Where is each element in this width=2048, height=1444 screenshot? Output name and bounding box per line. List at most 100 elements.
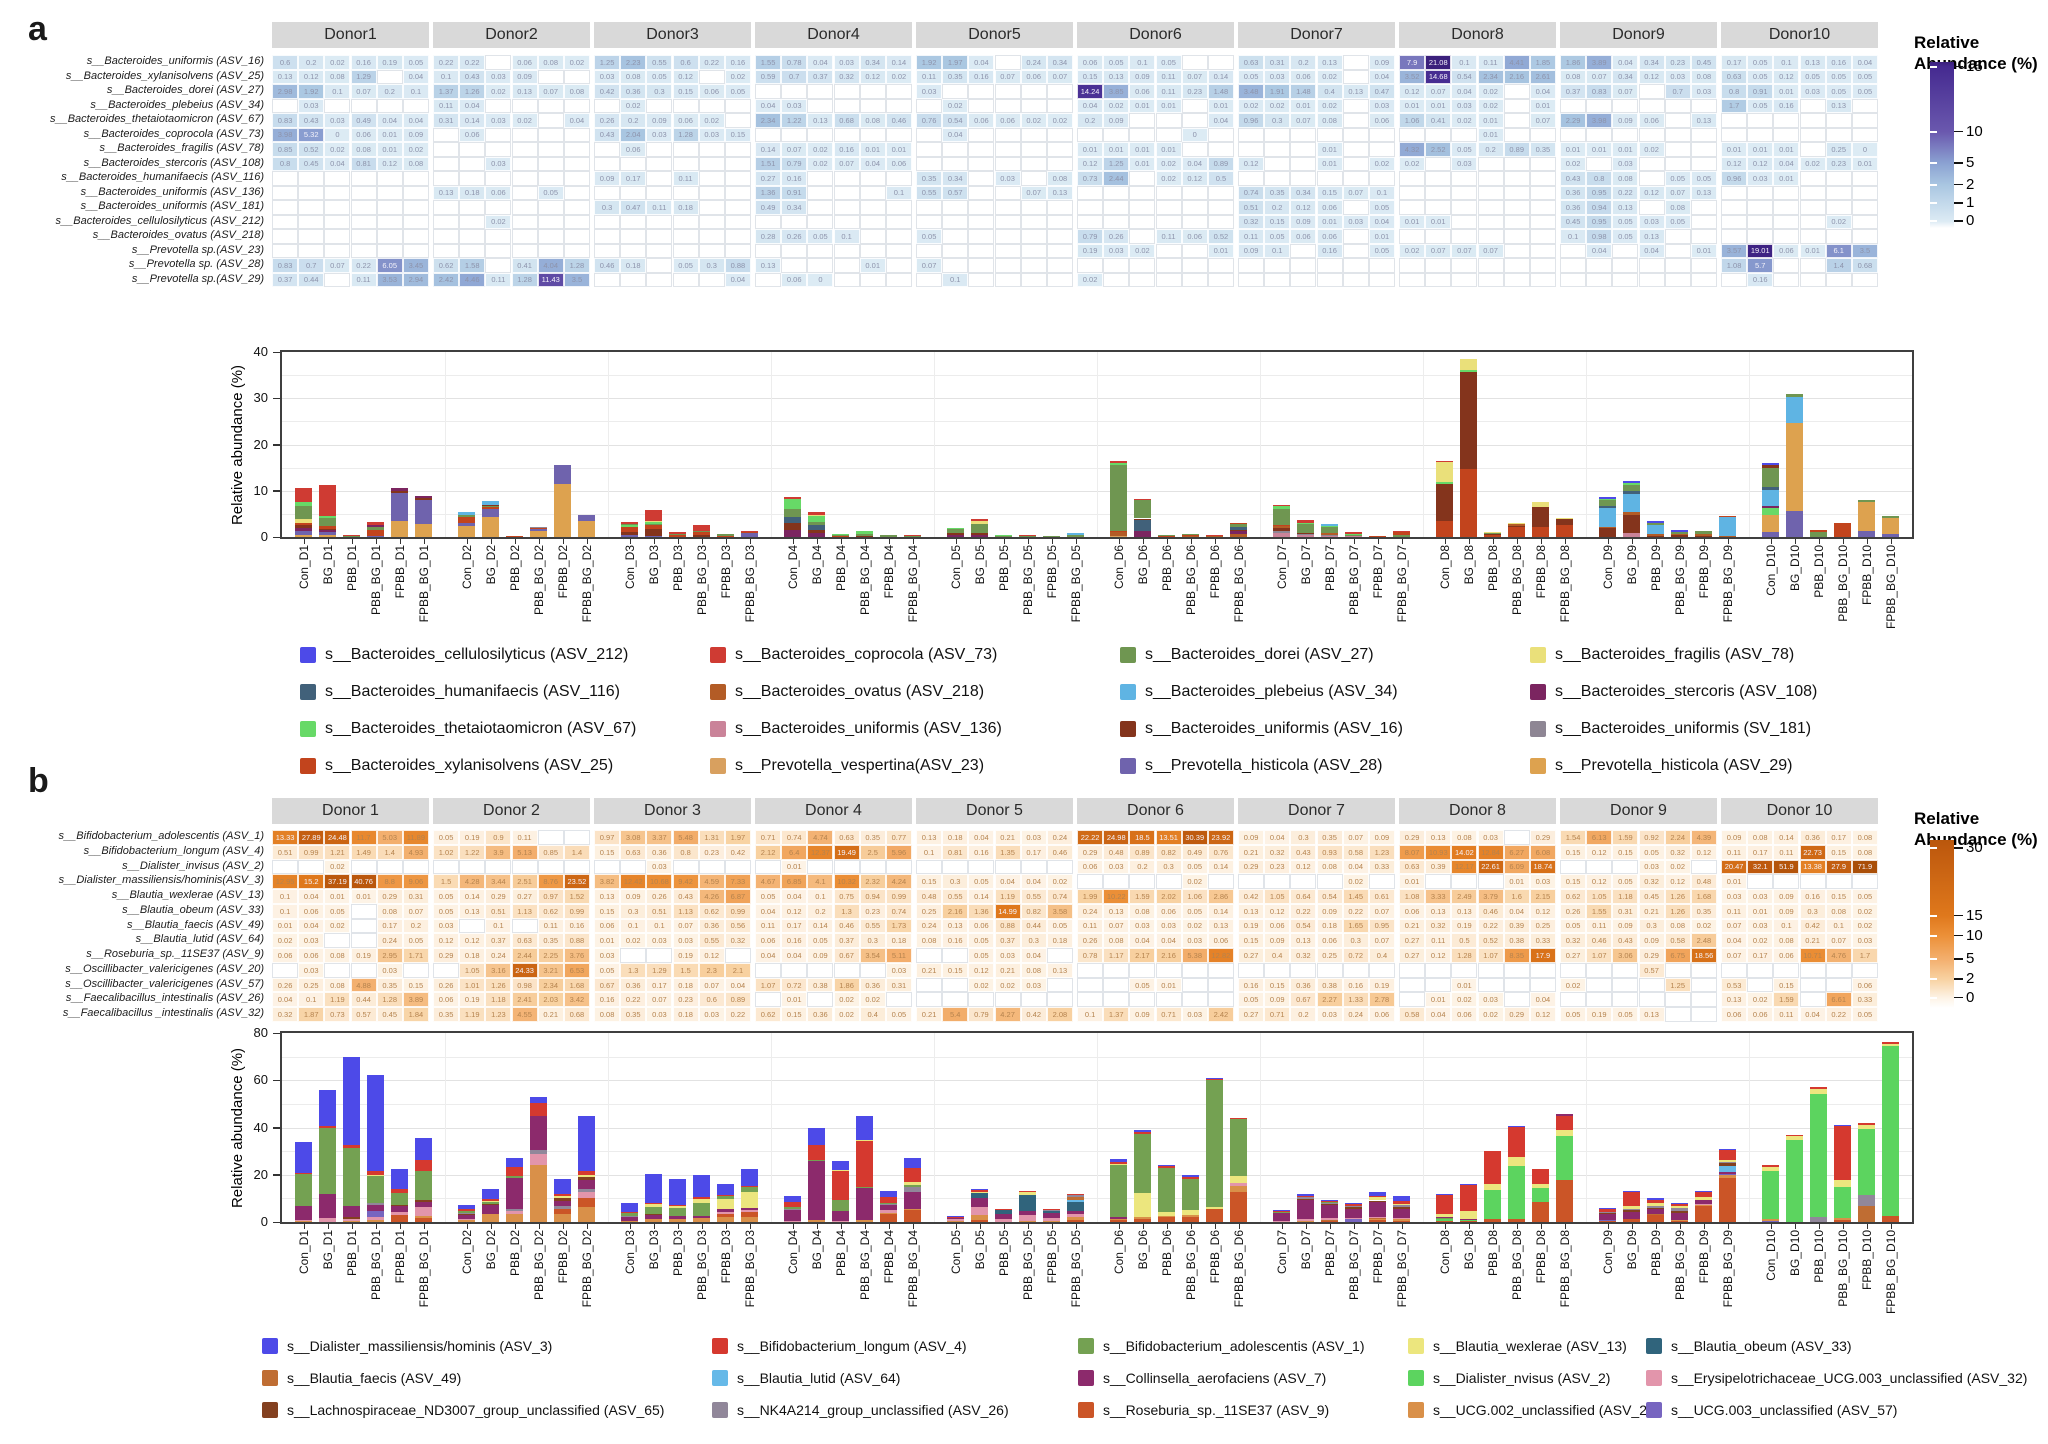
heatmap-cell: 0.45 xyxy=(1560,214,1587,229)
heatmap-cell xyxy=(698,69,725,84)
donor-header: Donor 8 xyxy=(1399,798,1556,824)
heatmap-cell: 0.02 xyxy=(1477,1007,1504,1022)
bar-segment xyxy=(1393,1218,1410,1220)
heatmap-cell: 1.28 xyxy=(511,272,538,287)
heatmap-cell xyxy=(1020,171,1047,186)
heatmap-cell xyxy=(807,171,834,186)
bar-segment xyxy=(1019,535,1036,537)
bar-segment xyxy=(1393,530,1410,533)
colorbar-tick-line xyxy=(1954,130,1963,133)
heatmap-cell: 0.08 xyxy=(1316,113,1343,128)
heatmap-cell: 0.4 xyxy=(1264,948,1291,963)
bar-segment xyxy=(367,1216,384,1220)
legend-label: s__Bacteroides_ovatus (ASV_218) xyxy=(735,683,985,700)
heatmap-cell: 1.26 xyxy=(1664,903,1691,919)
heatmap-cell: 0.03 xyxy=(1181,933,1208,949)
heatmap-cell xyxy=(1155,214,1182,229)
heatmap-cell xyxy=(376,69,403,84)
heatmap-cell: 0.07 xyxy=(1290,113,1317,128)
heatmap-cell: 0.25 xyxy=(916,903,943,919)
heatmap-cell: 0.6 xyxy=(698,992,725,1008)
heatmap-cell: 23.92 xyxy=(1207,830,1234,845)
x-tick-label: BG_D5 xyxy=(972,545,987,585)
colorbar-tick-dash xyxy=(1930,978,1937,981)
heatmap-cell xyxy=(646,98,673,113)
bar-segment xyxy=(1671,1206,1688,1208)
heatmap-cell: 0.11 xyxy=(1477,55,1504,70)
heatmap-cell xyxy=(1451,272,1478,287)
bar-segment xyxy=(506,1213,523,1222)
bar-segment xyxy=(1393,1207,1410,1209)
bar-segment xyxy=(741,530,758,532)
heatmap-cell: 0.01 xyxy=(1368,229,1395,244)
heatmap-cell: 0.1 xyxy=(1773,918,1800,934)
bar-segment xyxy=(319,1127,336,1194)
heatmap-cell: 1.29 xyxy=(350,69,377,84)
heatmap-cell: 0.01 xyxy=(1747,903,1774,919)
x-tick-mark xyxy=(1190,539,1192,544)
heatmap-cell: 0.05 xyxy=(1664,171,1691,186)
heatmap-cell: 0.01 xyxy=(1560,142,1587,157)
heatmap-cell: 0.41 xyxy=(511,258,538,273)
heatmap-cell xyxy=(620,243,647,258)
heatmap-cell: 0.05 xyxy=(433,830,460,845)
heatmap-cell xyxy=(1046,214,1073,229)
heatmap-cell xyxy=(1046,156,1073,171)
heatmap-cell xyxy=(1638,156,1665,171)
y-axis-label: Relative abundance (%) xyxy=(229,364,246,525)
x-tick-mark xyxy=(1190,1224,1192,1229)
heatmap-cell: 2.3 xyxy=(698,962,725,978)
heatmap-cell xyxy=(402,185,429,200)
bar-segment xyxy=(621,532,638,535)
bar-segment xyxy=(1508,526,1525,537)
heatmap-cell: 5.7 xyxy=(1747,258,1774,273)
heatmap-cell: 0.34 xyxy=(1638,55,1665,70)
heatmap-cell: 0.05 xyxy=(885,1007,912,1022)
legend-item: s__Bacteroides_stercoris (ASV_108) xyxy=(1530,683,1817,701)
heatmap-cell: 3.44 xyxy=(485,874,512,890)
heatmap-cell: 0.08 xyxy=(1020,962,1047,978)
bar-segment xyxy=(319,1125,336,1128)
heatmap-cell xyxy=(1207,962,1234,978)
bar-segment xyxy=(1484,1151,1501,1185)
heatmap-cell xyxy=(620,185,647,200)
bar-segment xyxy=(530,529,547,531)
x-tick-label: BG_D5 xyxy=(972,1230,987,1270)
heatmap-cell xyxy=(1721,229,1748,244)
heatmap-cell: 0.36 xyxy=(1290,977,1317,993)
heatmap-cell xyxy=(1529,171,1556,186)
x-tick-mark xyxy=(1655,1224,1657,1229)
heatmap-cell: 0.02 xyxy=(1155,171,1182,186)
legend-swatch xyxy=(1646,1402,1662,1418)
legend-item: s__Bacteroides_fragilis (ASV_78) xyxy=(1530,646,1794,664)
bar-segment xyxy=(1623,491,1640,494)
heatmap-cell xyxy=(402,171,429,186)
bar-segment xyxy=(832,1211,849,1222)
heatmap-cell: 0.08 xyxy=(376,903,403,919)
heatmap-cell xyxy=(537,69,564,84)
heatmap-cell: 0.13 xyxy=(1046,962,1073,978)
heatmap-cell: 0.31 xyxy=(1612,903,1639,919)
heatmap-cell: 0.06 xyxy=(994,113,1021,128)
heatmap-cell xyxy=(1690,962,1717,978)
heatmap-cell xyxy=(885,992,912,1008)
legend-item: s__NK4A214_group_unclassified (ASV_26) xyxy=(712,1402,1009,1418)
x-tick-label: FPBB_D9 xyxy=(1696,1230,1711,1284)
bar-segment xyxy=(1019,1191,1036,1193)
heatmap-cell: 0.05 xyxy=(916,229,943,244)
bar-segment xyxy=(319,485,336,516)
bar-segment xyxy=(1134,499,1151,501)
heatmap-cell: 0.11 xyxy=(511,830,538,845)
bar-segment xyxy=(319,517,336,527)
heatmap-cell xyxy=(968,156,995,171)
bar-segment xyxy=(554,1200,571,1207)
x-tick-label: PBB_BG_D8 xyxy=(1509,545,1524,616)
heatmap-cell: 1.36 xyxy=(755,185,782,200)
x-tick-label: Con_D5 xyxy=(948,545,963,590)
heatmap-cell xyxy=(1825,874,1852,890)
heatmap-cell: 0.1 xyxy=(272,889,299,904)
bar-segment xyxy=(343,1148,360,1207)
bar-segment xyxy=(458,1205,475,1209)
heatmap-cell xyxy=(994,200,1021,215)
legend-swatch xyxy=(262,1338,278,1354)
